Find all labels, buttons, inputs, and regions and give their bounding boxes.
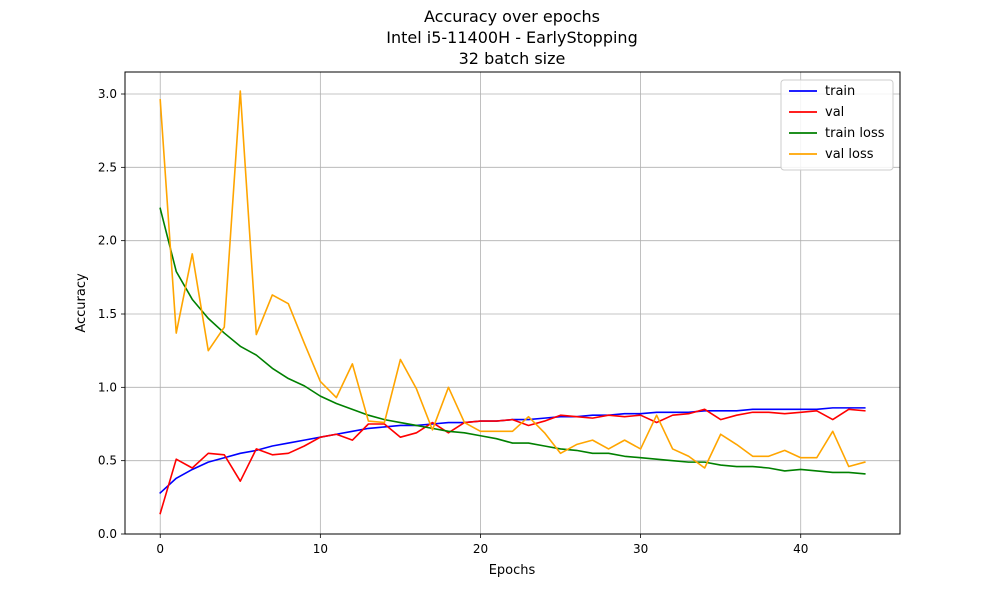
chart-title: Accuracy over epochs Intel i5-11400H - E…	[386, 7, 637, 68]
x-tick-label: 20	[473, 542, 488, 556]
series-line-train-loss	[159, 207, 866, 475]
legend-box	[780, 79, 894, 171]
y-tick-label: 2.5	[98, 160, 117, 174]
legend-entry-label: train	[825, 84, 855, 99]
y-tick-label: 1.5	[98, 307, 117, 321]
legend: train val train loss val loss	[780, 79, 894, 171]
series-line-val-loss	[159, 90, 866, 469]
chart-title-line-2: Intel i5-11400H - EarlyStopping	[386, 28, 637, 47]
plot-frame	[124, 71, 901, 535]
x-tick-label: 0	[156, 542, 164, 556]
legend-entry-label: val	[825, 105, 844, 120]
y-tick-label: 2.0	[98, 234, 117, 248]
x-tick-label: 10	[313, 542, 328, 556]
chart-title-line-1: Accuracy over epochs	[424, 7, 600, 26]
legend-entry-label: train loss	[825, 126, 885, 141]
series-line-val	[159, 408, 866, 515]
axis-ticks: 0 10 20 30 40 0.0 0.5 1.0 1.5 2.0 2.5 3.0	[98, 87, 808, 556]
x-axis-label: Epochs	[489, 563, 536, 578]
y-tick-label: 3.0	[98, 87, 117, 101]
y-tick-label: 1.0	[98, 380, 117, 394]
x-tick-label: 40	[793, 542, 808, 556]
series-lines	[159, 90, 866, 515]
y-axis-label: Accuracy	[74, 273, 89, 333]
x-tick-label: 30	[633, 542, 648, 556]
y-tick-label: 0.5	[98, 454, 117, 468]
y-tick-label: 0.0	[98, 527, 117, 541]
legend-entry-label: val loss	[825, 147, 874, 162]
chart-title-line-3: 32 batch size	[459, 49, 566, 68]
